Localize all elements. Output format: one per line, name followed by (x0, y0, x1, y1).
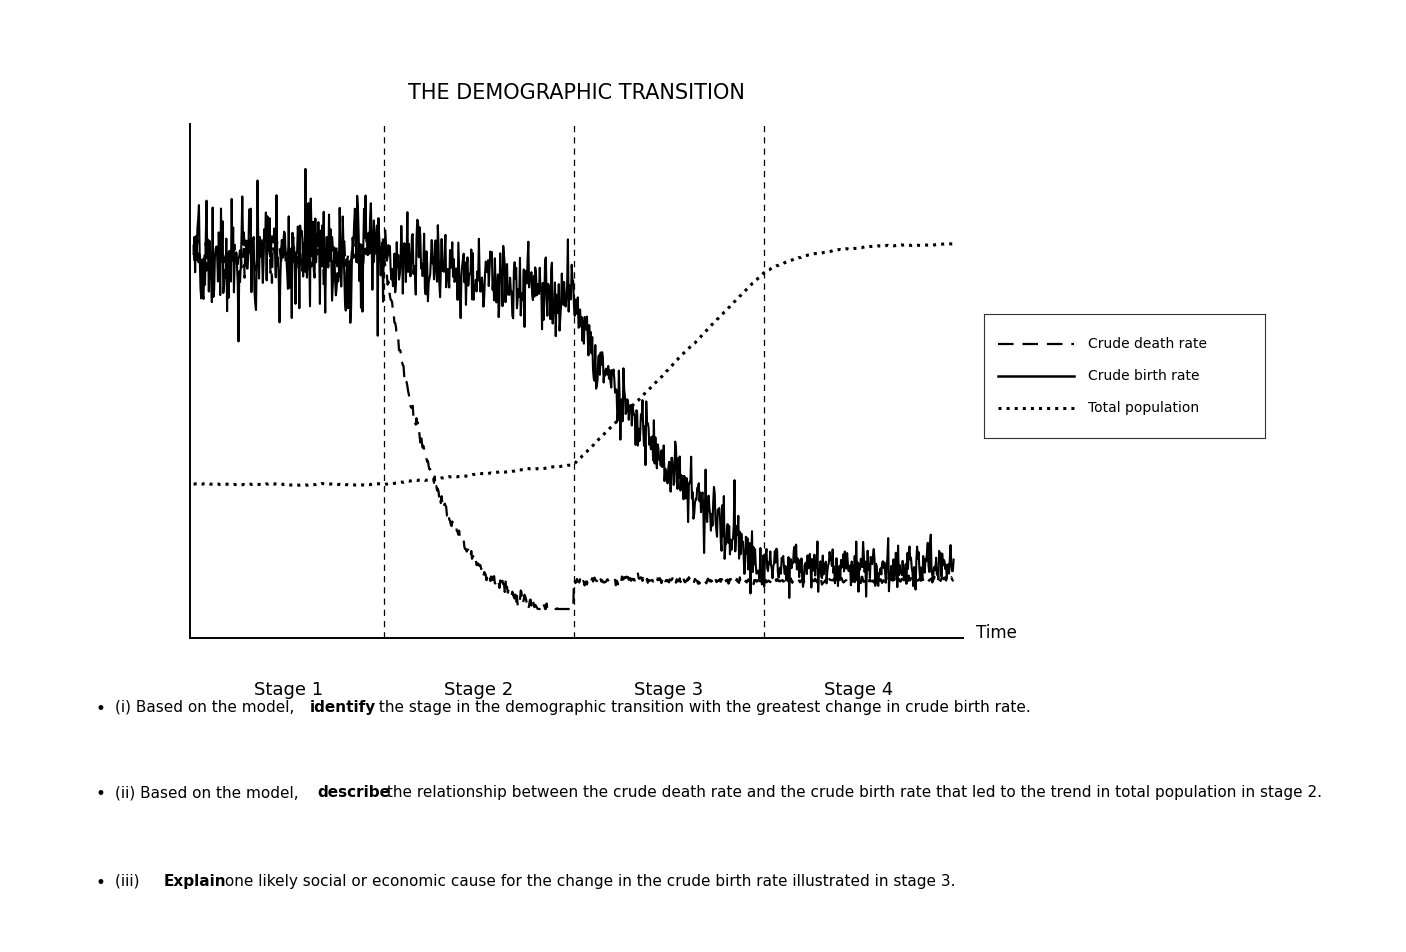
Text: Crude birth rate: Crude birth rate (1088, 369, 1199, 383)
Text: •: • (96, 700, 105, 718)
Text: identify: identify (309, 700, 375, 715)
Text: Stage 2: Stage 2 (444, 681, 513, 699)
Text: Stage 4: Stage 4 (824, 681, 893, 699)
Text: the relationship between the crude death rate and the crude birth rate that led : the relationship between the crude death… (382, 785, 1322, 801)
Text: (iii): (iii) (115, 874, 145, 889)
Text: Total population: Total population (1088, 401, 1199, 415)
Text: one likely social or economic cause for the change in the crude birth rate illus: one likely social or economic cause for … (221, 874, 956, 889)
Text: Explain: Explain (163, 874, 226, 889)
Text: Stage 1: Stage 1 (254, 681, 323, 699)
Text: •: • (96, 785, 105, 803)
Text: the stage in the demographic transition with the greatest change in crude birth : the stage in the demographic transition … (374, 700, 1031, 715)
Text: •: • (96, 874, 105, 892)
Text: describe: describe (318, 785, 391, 801)
Text: (i) Based on the model,: (i) Based on the model, (115, 700, 299, 715)
Text: Stage 3: Stage 3 (634, 681, 703, 699)
Text: Crude death rate: Crude death rate (1088, 337, 1208, 351)
Text: Time: Time (976, 624, 1018, 642)
Title: THE DEMOGRAPHIC TRANSITION: THE DEMOGRAPHIC TRANSITION (408, 83, 745, 103)
Text: (ii) Based on the model,: (ii) Based on the model, (115, 785, 304, 801)
